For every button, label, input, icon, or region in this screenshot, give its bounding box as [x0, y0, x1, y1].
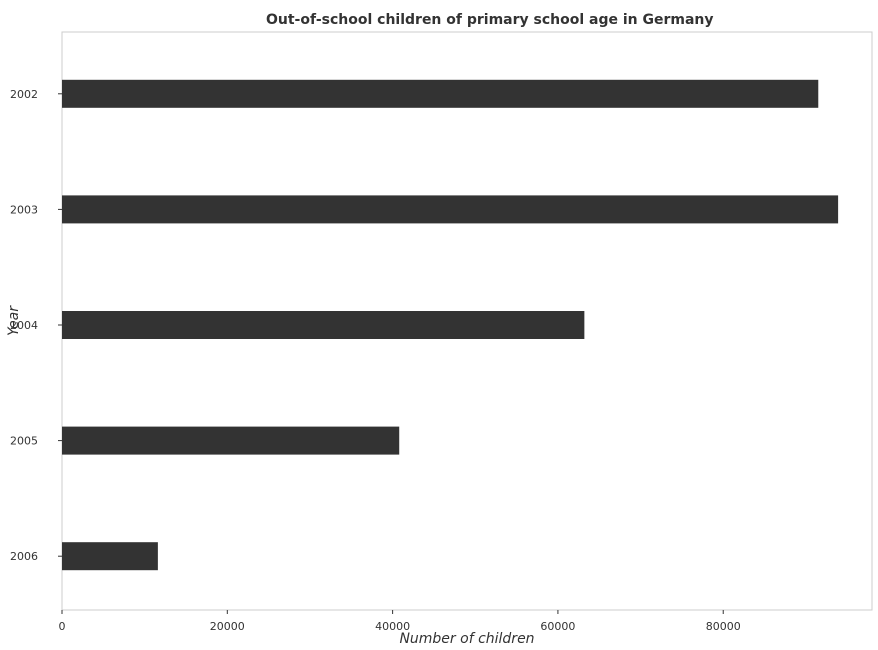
y-axis-label: Year — [6, 305, 22, 336]
x-axis-label: Number of children — [399, 631, 534, 647]
y-tick-label-2003: 2003 — [10, 203, 38, 216]
bars-group — [62, 79, 839, 571]
x-tick-label-60000: 60000 — [540, 620, 575, 633]
x-tick-label-40000: 40000 — [375, 620, 410, 633]
bar-2005 — [62, 426, 400, 455]
y-axis-ticks: 2002 2003 2004 2005 2006 — [10, 88, 62, 563]
y-tick-label-2004: 2004 — [10, 319, 38, 332]
bar-2003 — [62, 195, 839, 224]
y-tick-label-2006: 2006 — [10, 550, 38, 563]
y-tick-label-2005: 2005 — [10, 435, 38, 448]
bar-2006 — [62, 542, 158, 571]
x-axis-ticks: 0 20000 40000 60000 80000 — [59, 610, 741, 633]
x-tick-label-0: 0 — [59, 620, 66, 633]
chart-title: Out-of-school children of primary school… — [266, 12, 714, 28]
bar-2002 — [62, 79, 819, 108]
x-tick-label-80000: 80000 — [706, 620, 741, 633]
y-tick-label-2002: 2002 — [10, 88, 38, 101]
x-tick-label-20000: 20000 — [210, 620, 245, 633]
bar-2004 — [62, 311, 585, 339]
